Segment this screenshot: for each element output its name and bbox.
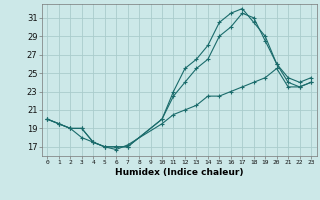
- X-axis label: Humidex (Indice chaleur): Humidex (Indice chaleur): [115, 168, 244, 177]
